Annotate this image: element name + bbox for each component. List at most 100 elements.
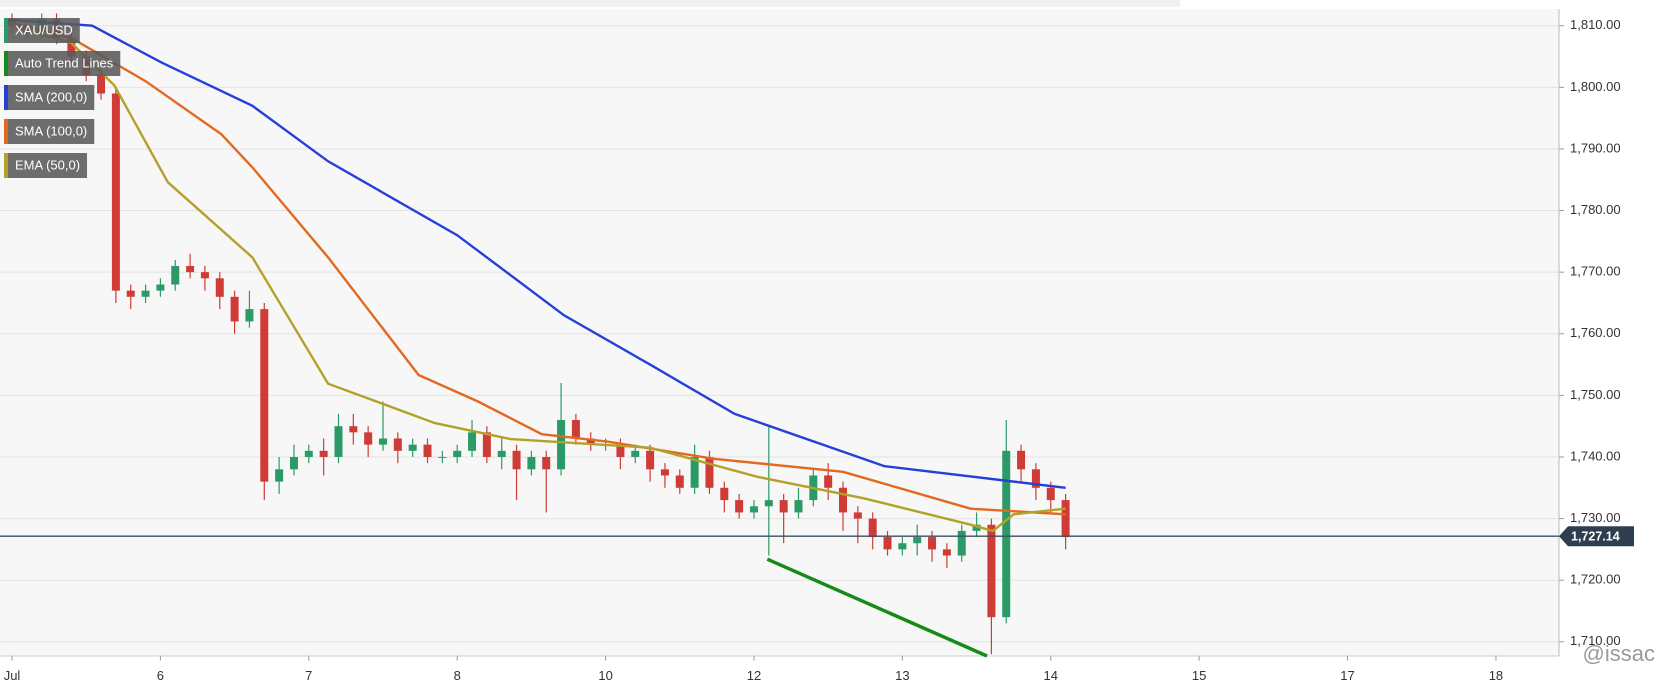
candle-body [438,456,447,458]
candle-body [334,426,343,457]
candle-body [913,537,922,544]
watermark: @issac [1583,641,1655,666]
plot-area [0,9,1559,656]
candle-body [928,537,937,550]
candle-body [720,487,729,501]
candle-body [349,426,358,433]
last-price-label: 1,727.14 [1571,530,1620,544]
candle-body [97,75,106,94]
candle-body [260,309,269,482]
legend-label: Auto Trend Lines [15,55,114,70]
candle-body [839,487,848,513]
candle-body [868,518,877,538]
candle-body [1031,469,1040,488]
candle-body [957,530,966,556]
indicator-line [5,22,1066,533]
x-tick-label: 15 [1192,668,1206,683]
candle-body [245,309,254,322]
candle-body [542,456,551,470]
indicator-line [6,18,1066,489]
y-tick-label: 1,810.00 [1570,17,1621,32]
candle-body [1061,500,1070,538]
x-tick-label: 8 [454,668,461,683]
candle-body [779,500,788,513]
y-tick-label: 1,740.00 [1570,448,1621,463]
candle-body [690,456,699,488]
indicator-line [5,20,1066,516]
candle-body [853,512,862,519]
toolbar-strip [0,0,1180,7]
legend-box [4,153,88,178]
candle-body [942,549,951,556]
legend-swatch [4,85,8,110]
legend-swatch [4,18,8,43]
candle-body [824,475,833,488]
x-tick-label: 6 [157,668,164,683]
candle-body [141,290,150,297]
marks [0,13,1559,658]
candle-body [571,420,580,439]
legend-label: SMA (100,0) [15,123,87,138]
candle-body [497,450,506,457]
candle-body [186,265,195,273]
legend-box [4,85,95,110]
candle-body [631,450,640,457]
y-tick-label: 1,710.00 [1570,633,1621,648]
x-tick-label: 17 [1340,668,1354,683]
legend-label: EMA (50,0) [15,157,80,172]
x-tick-label: 18 [1489,668,1503,683]
candle-body [1046,487,1055,501]
candle-body [586,438,595,445]
candle-body [883,537,892,550]
candle-body [1002,450,1011,618]
candle-body [675,475,684,488]
candle-body [1017,450,1026,470]
indicator-line [766,557,988,658]
candle-body [646,450,655,470]
candle-body [898,543,907,550]
candle-body [364,432,373,445]
legend-swatch [4,153,8,178]
last-price-tag [1559,526,1634,547]
candle-body [289,456,298,470]
candle-body [482,432,491,457]
candle-body [67,38,76,57]
candle-body [987,524,996,618]
y-tick-label: 1,770.00 [1570,264,1621,279]
candle-body [408,444,417,451]
candle-body [230,296,239,322]
candle-body [468,432,477,451]
candle-body [215,278,224,297]
candle-body [275,469,284,482]
legend-box [4,18,80,43]
legend-swatch [4,51,8,76]
legend-box [4,119,95,144]
y-tick-label: 1,730.00 [1570,510,1621,525]
y-tick-label: 1,750.00 [1570,387,1621,402]
candle-body [749,506,758,513]
candle-body [735,500,744,513]
candle-body [378,438,387,445]
legend-box [4,51,121,76]
x-tick-label: 10 [598,668,612,683]
candle-body [660,469,669,476]
candle-body [557,420,566,470]
y-tick-label: 1,720.00 [1570,572,1621,587]
candle-body [794,500,803,513]
x-tick-label: 14 [1044,668,1058,683]
y-tick-label: 1,780.00 [1570,202,1621,217]
candle-body [171,265,180,285]
legend-label: XAU/USD [15,22,73,37]
grid [0,25,1564,661]
candle-body [200,272,209,279]
x-tick-label: 7 [305,668,312,683]
candle-body [319,450,328,457]
candle-body [512,450,521,470]
x-tick-label: 13 [895,668,909,683]
candle-body [423,444,432,457]
y-tick-label: 1,790.00 [1570,140,1621,155]
y-tick-label: 1,760.00 [1570,325,1621,340]
x-tick-label: Jul [4,668,21,683]
candle-body [156,284,165,291]
